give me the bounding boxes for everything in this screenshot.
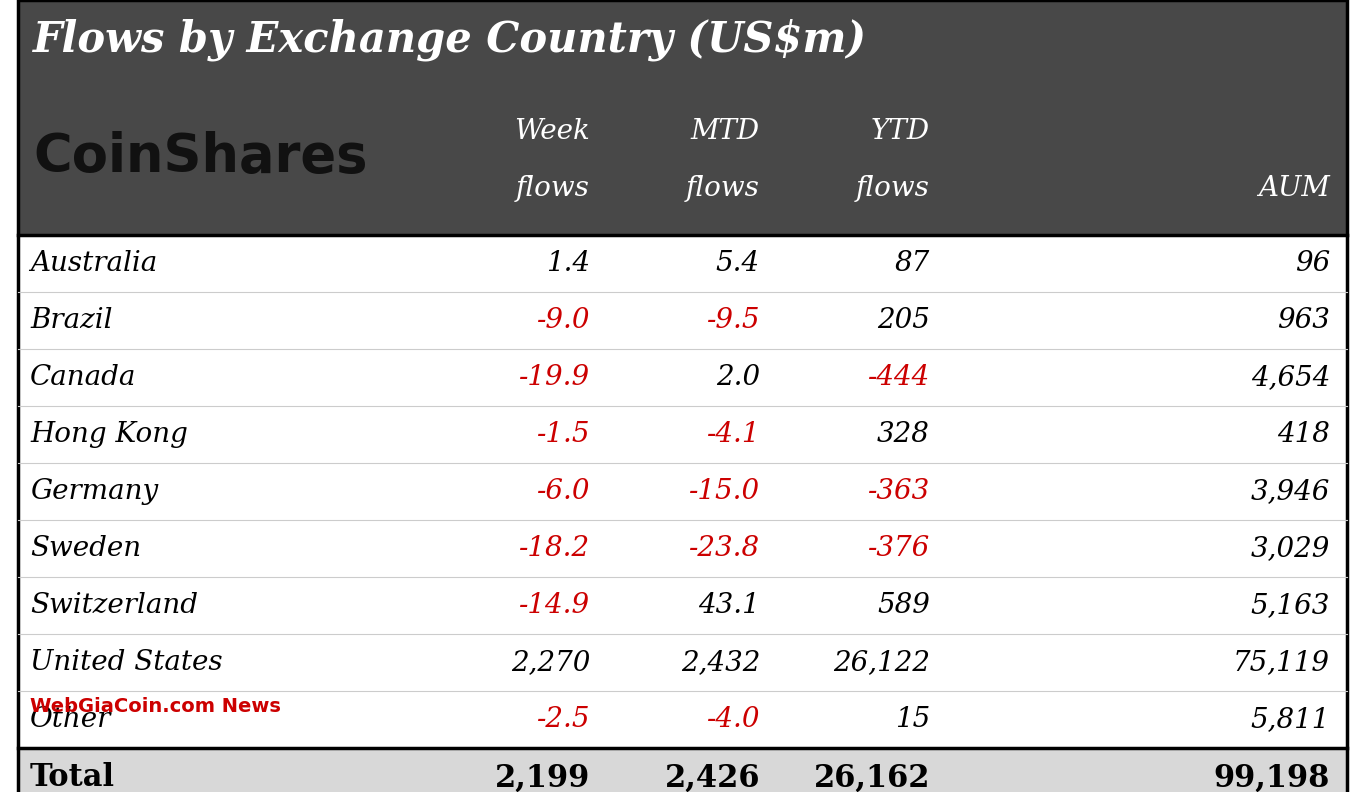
Text: -376: -376 <box>868 535 930 562</box>
Bar <box>18 634 1347 691</box>
Text: 5,811: 5,811 <box>1250 706 1330 733</box>
Text: 2,199: 2,199 <box>494 763 590 792</box>
Text: 418: 418 <box>1278 421 1330 448</box>
Bar <box>18 235 1347 292</box>
Bar <box>18 463 1347 520</box>
Bar <box>18 520 1347 577</box>
Text: Week: Week <box>515 118 590 145</box>
Text: 2.0: 2.0 <box>715 364 760 391</box>
Text: 2,270: 2,270 <box>511 649 590 676</box>
Text: Canada: Canada <box>30 364 136 391</box>
Text: Germany: Germany <box>30 478 158 505</box>
Text: 589: 589 <box>878 592 930 619</box>
Text: 87: 87 <box>894 250 930 277</box>
Text: Flows by Exchange Country (US$m): Flows by Exchange Country (US$m) <box>33 19 867 61</box>
Bar <box>18 748 1347 792</box>
Text: -19.9: -19.9 <box>519 364 590 391</box>
Text: Sweden: Sweden <box>30 535 141 562</box>
Text: 2,432: 2,432 <box>681 649 760 676</box>
Text: -444: -444 <box>868 364 930 391</box>
Text: -9.0: -9.0 <box>536 307 590 334</box>
Text: 43.1: 43.1 <box>699 592 760 619</box>
Text: 205: 205 <box>878 307 930 334</box>
Text: United States: United States <box>30 649 222 676</box>
Text: 15: 15 <box>894 706 930 733</box>
Text: YTD: YTD <box>871 118 930 145</box>
Text: -363: -363 <box>868 478 930 505</box>
Text: -4.1: -4.1 <box>707 421 760 448</box>
Text: -1.5: -1.5 <box>536 421 590 448</box>
Text: WebGiaCoin.com News: WebGiaCoin.com News <box>30 698 281 717</box>
Text: 26,162: 26,162 <box>814 763 930 792</box>
Text: -4.0: -4.0 <box>707 706 760 733</box>
Text: Switzerland: Switzerland <box>30 592 198 619</box>
Text: 96: 96 <box>1295 250 1330 277</box>
Text: 5,163: 5,163 <box>1250 592 1330 619</box>
Text: -9.5: -9.5 <box>707 307 760 334</box>
Text: -23.8: -23.8 <box>689 535 760 562</box>
Text: -14.9: -14.9 <box>519 592 590 619</box>
Text: 328: 328 <box>878 421 930 448</box>
Text: AUM: AUM <box>1259 175 1330 202</box>
Text: 99,198: 99,198 <box>1213 763 1330 792</box>
Text: 2,426: 2,426 <box>665 763 760 792</box>
Text: 4,654: 4,654 <box>1250 364 1330 391</box>
Text: Other: Other <box>30 706 112 733</box>
Text: -6.0: -6.0 <box>536 478 590 505</box>
Bar <box>18 349 1347 406</box>
Bar <box>18 577 1347 634</box>
Text: flows: flows <box>856 175 930 202</box>
Text: flows: flows <box>687 175 760 202</box>
Bar <box>18 691 1347 748</box>
Text: 3,946: 3,946 <box>1250 478 1330 505</box>
Text: -15.0: -15.0 <box>689 478 760 505</box>
Bar <box>18 406 1347 463</box>
Text: MTD: MTD <box>691 118 760 145</box>
Text: Hong Kong: Hong Kong <box>30 421 188 448</box>
Bar <box>18 292 1347 349</box>
Text: 26,122: 26,122 <box>833 649 930 676</box>
Text: 3,029: 3,029 <box>1250 535 1330 562</box>
Text: 75,119: 75,119 <box>1233 649 1330 676</box>
Text: Australia: Australia <box>30 250 157 277</box>
Text: Total: Total <box>30 763 115 792</box>
Text: -2.5: -2.5 <box>536 706 590 733</box>
Text: 1.4: 1.4 <box>546 250 590 277</box>
Text: flows: flows <box>516 175 590 202</box>
Text: Brazil: Brazil <box>30 307 112 334</box>
Bar <box>18 80 1347 235</box>
Text: 5.4: 5.4 <box>715 250 760 277</box>
Text: 963: 963 <box>1278 307 1330 334</box>
Bar <box>18 0 1347 80</box>
Text: CoinShares: CoinShares <box>33 131 367 184</box>
Text: -18.2: -18.2 <box>519 535 590 562</box>
